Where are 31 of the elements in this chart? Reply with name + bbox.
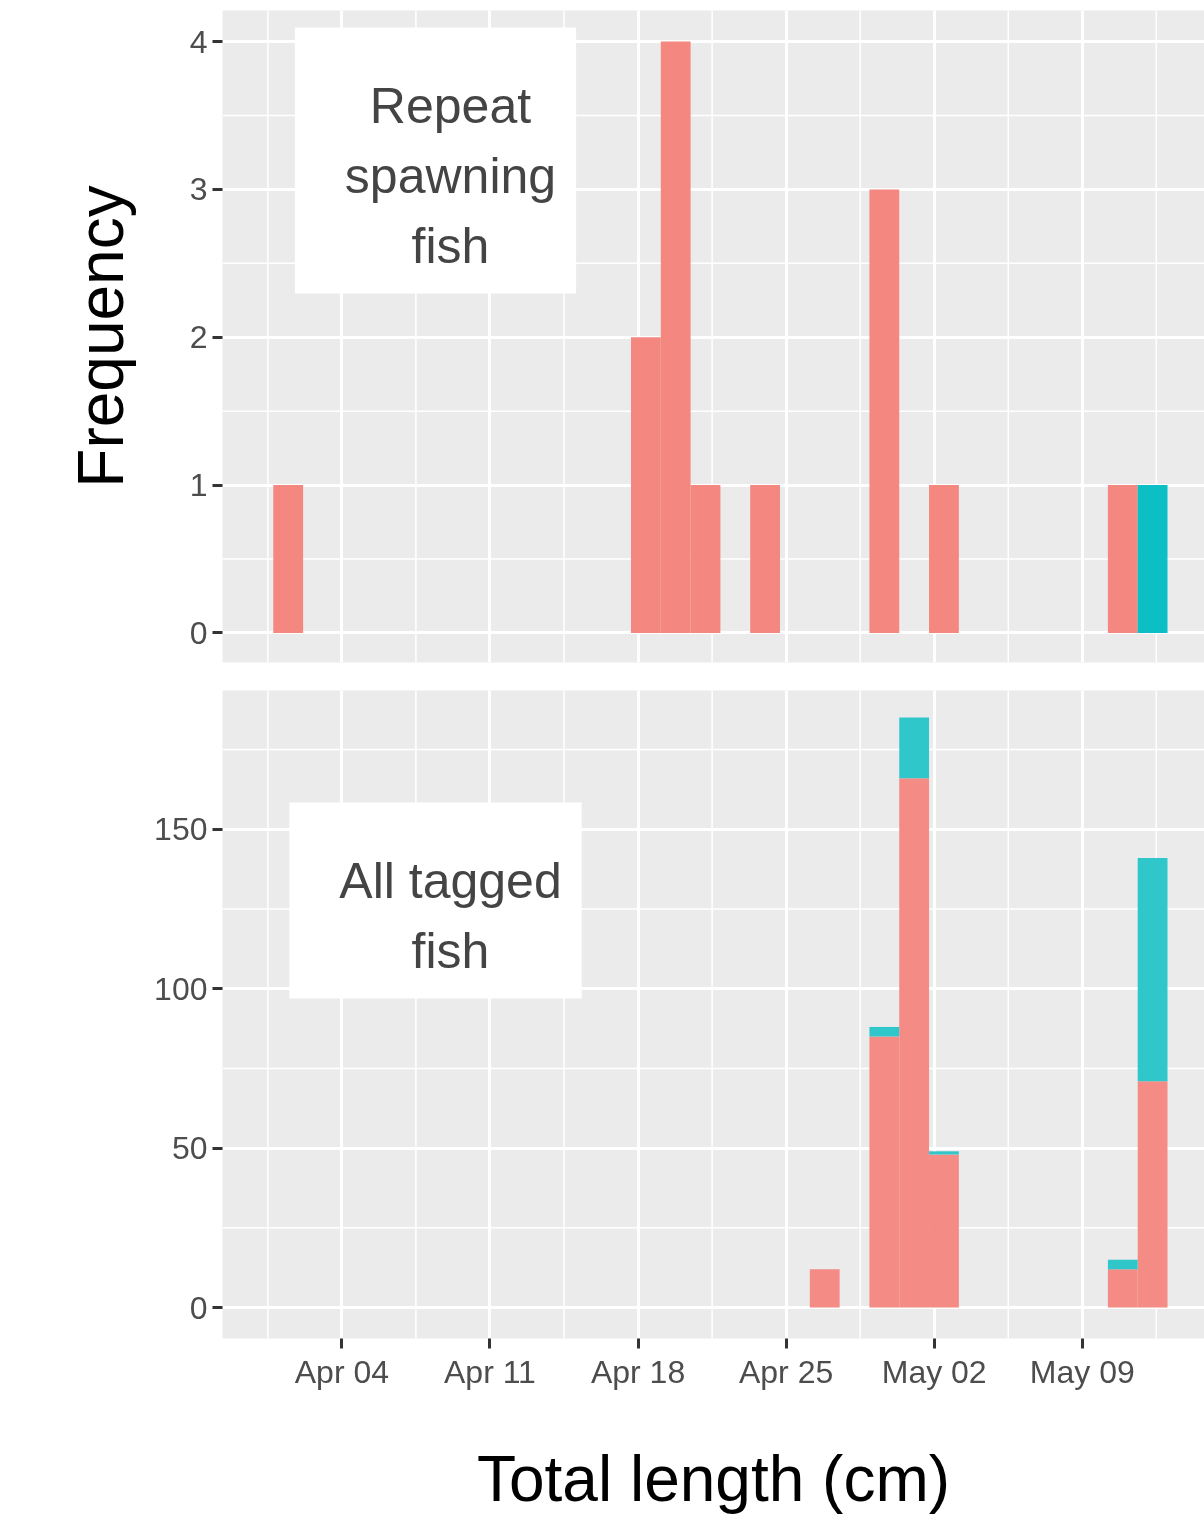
x-tick-label: May 02 [881,1353,987,1390]
annotation: Repeat spawning fish [344,77,557,274]
x-tick-label: May 09 [1029,1353,1135,1390]
y-tick-label: 0 [189,1289,208,1326]
bar [869,189,900,633]
bar [899,717,930,779]
x-tick-label: Apr 18 [590,1353,686,1390]
bar [1107,485,1138,633]
x-tick-label: Apr 25 [738,1353,834,1390]
x-tick-label: Apr 04 [294,1353,390,1390]
bar [929,485,959,633]
y-tick-label: 2 [189,319,208,356]
y-tick-label: 0 [189,614,208,651]
bar [869,1026,900,1037]
y-tick-label: 3 [189,171,208,208]
annotation: All tagged fish [339,852,562,979]
bar [273,485,304,633]
y-tick-label: 100 [154,970,208,1007]
bar [1107,1259,1138,1270]
bar [929,1151,959,1155]
y-tick-label: 150 [154,811,208,848]
y-axis-title: Frequency [64,185,137,488]
bar [1137,485,1168,633]
y-tick-label: 1 [189,467,208,504]
y-tick-label: 50 [171,1130,208,1167]
bar [750,485,781,633]
y-tick-label: 4 [189,23,208,60]
bar [1137,857,1168,1082]
x-tick-label: Apr 11 [444,1353,536,1390]
bar [809,1269,840,1308]
x-axis-title: Total length (cm) [476,1442,951,1515]
